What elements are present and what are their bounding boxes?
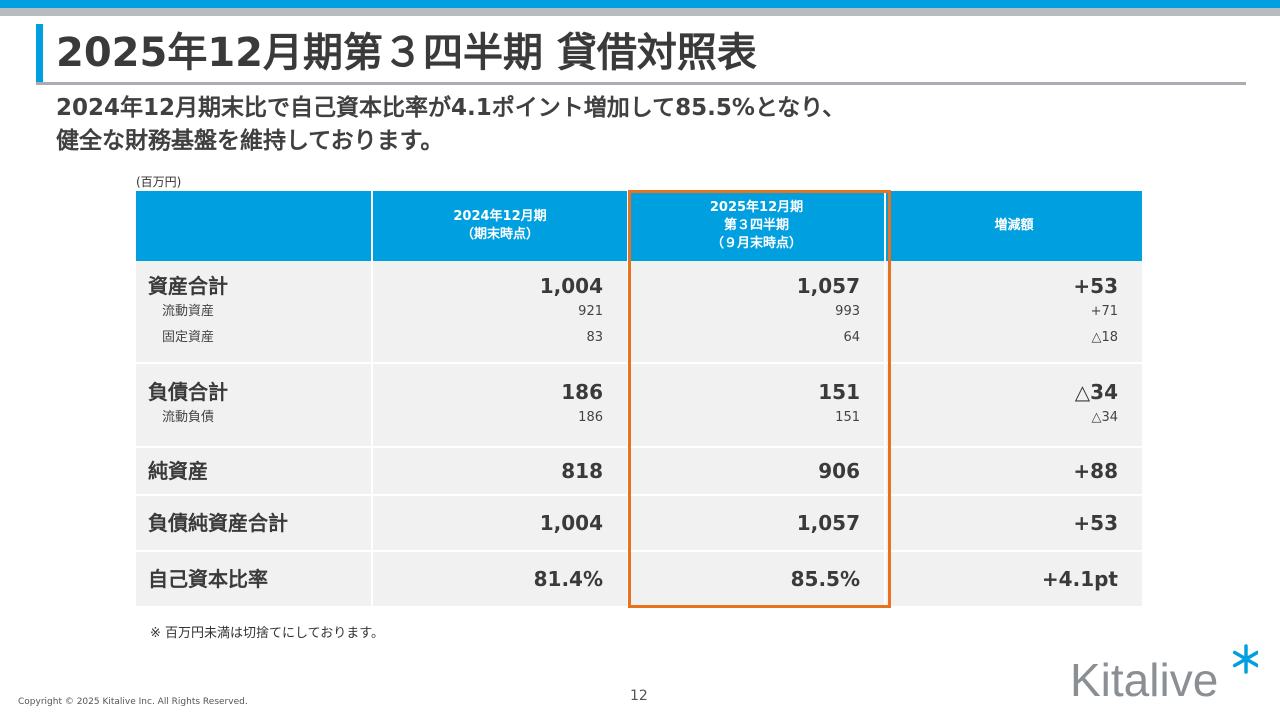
subtitle: 2024年12月期末比で自己資本比率が4.1ポイント増加して85.5%となり、 … — [56, 92, 1056, 158]
prev-assets-cell: 1,004 921 83 — [372, 261, 629, 364]
value-curr-total-liab-net: 1,057 — [796, 511, 860, 535]
label-total-assets: 資産合計 — [148, 273, 228, 298]
value-curr-total-assets: 1,057 — [796, 273, 860, 298]
row-label-assets: 資産合計 流動資産 固定資産 — [136, 261, 373, 364]
value-prev-net-assets: 818 — [561, 459, 603, 483]
footnote: ※ 百万円未満は切捨てにしております。 — [150, 626, 384, 641]
diff-total-liab-net-cell: +53 — [885, 495, 1142, 552]
value-prev-current-assets: 921 — [578, 303, 603, 319]
row-label-equity-ratio: 自己資本比率 — [136, 551, 373, 608]
label-total-liab-net: 負債純資産合計 — [148, 511, 288, 535]
row-label-net-assets: 純資産 — [136, 447, 373, 496]
value-diff-total-liab-net: +53 — [1073, 511, 1118, 535]
copyright: Copyright © 2025 Kitalive Inc. All Right… — [18, 697, 248, 707]
unit-label: (百万円) — [136, 175, 182, 189]
label-current-assets: 流動資産 — [162, 303, 215, 319]
label-fixed-assets: 固定資産 — [162, 329, 215, 345]
value-diff-current-assets: +71 — [1090, 303, 1118, 319]
prev-liabilities-cell: 186 186 — [372, 363, 629, 448]
curr-assets-cell: 1,057 993 64 — [628, 261, 886, 364]
table-header-row: 2024年12月期 （期末時点） 2025年12月期 第３四半期 （９月末時点）… — [136, 191, 1142, 261]
top-accent-bar — [0, 0, 1280, 8]
label-current-liabilities: 流動負債 — [162, 410, 215, 425]
table-row-liabilities: 負債合計 流動負債 186 186 151 151 △34 △34 — [136, 363, 1142, 448]
header-curr-line-1: 2025年12月期 — [709, 200, 804, 215]
value-curr-current-assets: 993 — [835, 303, 860, 319]
value-prev-total-liab-net: 1,004 — [539, 511, 603, 535]
diff-net-assets-cell: +88 — [885, 447, 1142, 496]
page-title: 2025年12月期第３四半期 貸借対照表 — [56, 30, 757, 76]
header-current-period: 2025年12月期 第３四半期 （９月末時点） — [628, 191, 886, 261]
label-total-liabilities: 負債合計 — [148, 380, 228, 404]
value-curr-total-liabilities: 151 — [818, 380, 860, 404]
diff-liabilities-cell: △34 △34 — [885, 363, 1142, 448]
curr-net-assets-cell: 906 — [628, 447, 886, 496]
prev-net-assets-cell: 818 — [372, 447, 629, 496]
row-label-liabilities: 負債合計 流動負債 — [136, 363, 373, 448]
value-diff-net-assets: +88 — [1073, 459, 1118, 483]
header-prev-line-1: 2024年12月期 — [453, 209, 547, 224]
subtitle-line-2: 健全な財務基盤を維持しております。 — [56, 128, 444, 154]
curr-total-liab-net-cell: 1,057 — [628, 495, 886, 552]
prev-equity-ratio-cell: 81.4% — [372, 551, 629, 608]
header-prev-line-2: （期末時点） — [460, 227, 539, 242]
table-row-total-liab-net: 負債純資産合計 1,004 1,057 +53 — [136, 495, 1142, 552]
header-change: 増減額 — [885, 191, 1142, 261]
title-underline — [36, 82, 1246, 85]
logo-text: Kitalive — [1070, 654, 1218, 706]
curr-liabilities-cell: 151 151 — [628, 363, 886, 448]
value-diff-equity-ratio: +4.1pt — [1041, 567, 1118, 591]
value-diff-current-liabilities: △34 — [1091, 410, 1118, 425]
value-curr-fixed-assets: 64 — [843, 329, 860, 345]
table-row-assets: 資産合計 流動資産 固定資産 1,004 921 83 1,057 993 64… — [136, 261, 1142, 364]
label-equity-ratio: 自己資本比率 — [148, 567, 268, 591]
value-curr-net-assets: 906 — [818, 459, 860, 483]
value-prev-total-assets: 1,004 — [539, 273, 603, 298]
value-diff-fixed-assets: △18 — [1091, 329, 1118, 345]
value-prev-total-liabilities: 186 — [561, 380, 603, 404]
value-prev-equity-ratio: 81.4% — [533, 567, 603, 591]
label-net-assets: 純資産 — [148, 459, 208, 483]
value-diff-total-assets: +53 — [1073, 273, 1118, 298]
table-row-net-assets: 純資産 818 906 +88 — [136, 447, 1142, 496]
diff-assets-cell: +53 +71 △18 — [885, 261, 1142, 364]
balance-sheet-table: 2024年12月期 （期末時点） 2025年12月期 第３四半期 （９月末時点）… — [136, 191, 1142, 608]
prev-total-liab-net-cell: 1,004 — [372, 495, 629, 552]
kitalive-logo: Kitalive — [1070, 644, 1258, 706]
header-curr-line-3: （９月末時点） — [710, 236, 802, 251]
header-item-blank — [136, 191, 373, 261]
diff-equity-ratio-cell: +4.1pt — [885, 551, 1142, 608]
value-curr-equity-ratio: 85.5% — [790, 567, 860, 591]
header-curr-line-2: 第３四半期 — [723, 218, 789, 233]
value-curr-current-liabilities: 151 — [835, 410, 860, 425]
top-gray-bar — [0, 8, 1280, 16]
value-diff-total-liabilities: △34 — [1074, 380, 1118, 404]
page-number: 12 — [630, 688, 648, 704]
title-accent-bar — [36, 24, 43, 82]
header-prev-period: 2024年12月期 （期末時点） — [372, 191, 629, 261]
curr-equity-ratio-cell: 85.5% — [628, 551, 886, 608]
logo-asterisk-icon — [1232, 644, 1258, 674]
subtitle-line-1: 2024年12月期末比で自己資本比率が4.1ポイント増加して85.5%となり、 — [56, 95, 846, 121]
row-label-total-liab-net: 負債純資産合計 — [136, 495, 373, 552]
value-prev-fixed-assets: 83 — [586, 329, 603, 345]
value-prev-current-liabilities: 186 — [578, 410, 603, 425]
table-row-equity-ratio: 自己資本比率 81.4% 85.5% +4.1pt — [136, 551, 1142, 608]
